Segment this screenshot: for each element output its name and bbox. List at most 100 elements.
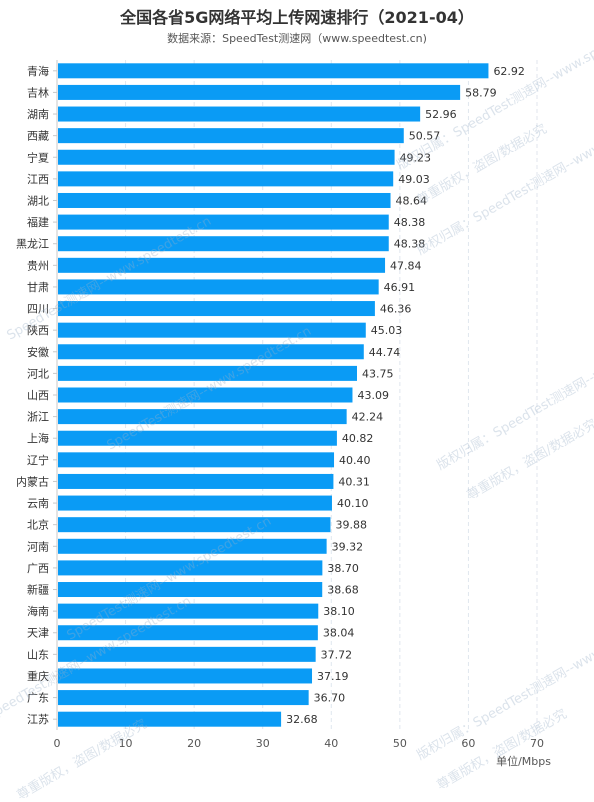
category-label: 山东 <box>27 648 49 661</box>
value-label: 58.79 <box>465 86 497 99</box>
value-label: 40.31 <box>338 475 370 488</box>
bar <box>58 214 389 230</box>
bar <box>58 473 334 489</box>
bar <box>58 560 323 576</box>
x-tick-label: 0 <box>54 737 61 750</box>
category-label: 四川 <box>27 303 49 316</box>
value-label: 40.10 <box>337 497 369 510</box>
category-label: 西藏 <box>27 130 49 143</box>
category-label: 新疆 <box>27 583 49 597</box>
value-label: 38.10 <box>323 605 355 618</box>
value-label: 40.82 <box>342 432 374 445</box>
category-label: 福建 <box>27 215 49 229</box>
value-label: 43.09 <box>357 389 389 402</box>
value-label: 38.04 <box>323 627 355 640</box>
bar <box>58 279 379 295</box>
value-label: 38.70 <box>327 562 359 575</box>
watermark-text: 尊重版权，盗图/数据必究 <box>434 706 570 794</box>
category-label: 安徽 <box>27 345 49 359</box>
chart-title: 全国各省5G网络平均上传网速排行（2021-04） <box>120 8 474 27</box>
category-label: 陕西 <box>27 323 49 337</box>
category-label: 黑龙江 <box>16 238 49 251</box>
category-label: 广西 <box>27 562 49 575</box>
category-label: 湖北 <box>27 194 49 207</box>
bar <box>58 84 461 100</box>
value-label: 46.91 <box>384 281 416 294</box>
value-label: 48.64 <box>396 194 428 207</box>
bar <box>58 192 391 208</box>
bar <box>58 646 316 662</box>
value-label: 48.38 <box>394 216 426 229</box>
value-label: 37.19 <box>317 670 349 683</box>
x-tick-label: 10 <box>119 737 133 750</box>
x-axis-unit-label: 单位/Mbps <box>496 754 551 768</box>
x-tick-label: 50 <box>393 737 407 750</box>
value-label: 36.70 <box>314 692 346 705</box>
x-tick-label: 40 <box>324 737 338 750</box>
value-label: 50.57 <box>409 130 441 143</box>
bar <box>58 236 389 252</box>
bar <box>58 257 386 273</box>
bar <box>58 149 395 165</box>
bar <box>58 365 357 381</box>
category-label: 浙江 <box>27 411 49 424</box>
category-label: 重庆 <box>27 669 49 683</box>
watermark-text: 尊重版权，盗图/数据必究 <box>14 716 150 802</box>
category-label: 云南 <box>27 497 49 510</box>
bar <box>58 387 353 403</box>
x-tick-label: 70 <box>530 737 544 750</box>
value-label: 37.72 <box>321 648 353 661</box>
value-label: 52.96 <box>425 108 457 121</box>
category-label: 内蒙古 <box>16 474 49 488</box>
bar <box>58 711 282 727</box>
value-label: 44.74 <box>369 346 401 359</box>
bar <box>58 430 337 446</box>
bar <box>58 344 364 360</box>
category-label: 海南 <box>27 604 49 618</box>
bar <box>58 106 421 122</box>
category-label: 上海 <box>27 431 49 445</box>
bar <box>58 452 335 468</box>
chart-subtitle: 数据来源：SpeedTest测速网（www.speedtest.cn) <box>167 32 427 45</box>
bar <box>58 63 489 79</box>
bar <box>58 322 366 338</box>
category-label: 湖南 <box>27 108 49 121</box>
category-label: 宁夏 <box>27 150 49 164</box>
category-label: 北京 <box>27 518 49 532</box>
category-label: 广东 <box>27 692 49 705</box>
value-label: 38.68 <box>327 584 359 597</box>
value-label: 43.75 <box>362 367 394 380</box>
bar <box>58 603 319 619</box>
value-label: 39.88 <box>335 519 367 532</box>
value-label: 40.40 <box>339 454 371 467</box>
value-label: 42.24 <box>352 411 384 424</box>
bar <box>58 538 327 554</box>
bar <box>58 495 332 511</box>
value-label: 46.36 <box>380 303 412 316</box>
bar <box>58 625 318 641</box>
x-tick-label: 20 <box>187 737 201 750</box>
category-label: 河南 <box>27 540 49 553</box>
watermark-text: 版权归属：SpeedTest测速网--www.speedtest.cn <box>434 310 594 473</box>
bar <box>58 517 331 533</box>
watermark-text: 尊重版权，盗图/数据必究 <box>464 416 594 504</box>
bar <box>58 301 375 317</box>
value-label: 39.32 <box>332 540 364 553</box>
value-label: 45.03 <box>371 324 403 337</box>
x-tick-label: 60 <box>461 737 475 750</box>
watermark-text: 版权归属：SpeedTest测速网--www.speedtest.cn <box>414 600 594 763</box>
bar <box>58 582 323 598</box>
category-label: 吉林 <box>27 85 49 99</box>
value-label: 47.84 <box>390 259 422 272</box>
value-label: 49.03 <box>398 173 430 186</box>
bar <box>58 690 309 706</box>
watermark-text: SpeedTest测速网--www.speedtest.cn <box>65 514 275 644</box>
x-tick-label: 30 <box>256 737 270 750</box>
bar <box>58 409 347 425</box>
category-label: 青海 <box>27 64 49 78</box>
value-label: 32.68 <box>286 713 318 726</box>
category-label: 江西 <box>27 173 49 186</box>
bar <box>58 668 313 684</box>
category-label: 天津 <box>27 627 49 640</box>
